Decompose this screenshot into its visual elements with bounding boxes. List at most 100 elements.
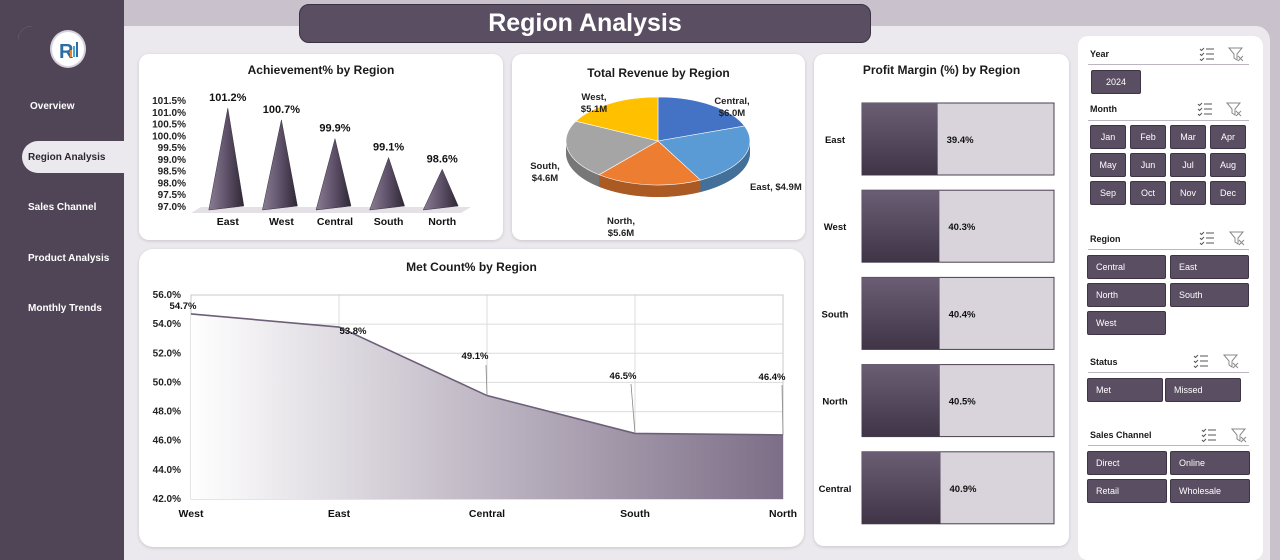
page-title: Region Analysis [488, 9, 682, 37]
multi-select-icon[interactable] [1193, 354, 1209, 371]
channel-option[interactable]: Direct [1087, 451, 1167, 475]
data-label: 40.4% [949, 309, 976, 320]
nav-overview[interactable]: Overview [30, 101, 75, 112]
region-option[interactable]: North [1087, 283, 1166, 307]
month-option[interactable]: Sep [1090, 181, 1126, 205]
clear-filter-icon[interactable] [1222, 354, 1239, 372]
multi-select-icon[interactable] [1201, 428, 1217, 445]
region-option[interactable]: East [1170, 255, 1249, 279]
multi-select-icon[interactable] [1199, 47, 1215, 64]
leader-line [630, 383, 636, 434]
nav-sales-channel[interactable]: Sales Channel [28, 202, 97, 213]
month-option[interactable]: May [1090, 153, 1126, 177]
pie-slice [657, 125, 751, 181]
x-tick-label: North [428, 216, 456, 228]
month-option[interactable]: Jul [1170, 153, 1206, 177]
rk-logo-icon: R [50, 30, 86, 68]
month-slicer-label: Month [1090, 104, 1117, 114]
cone-bar [369, 156, 405, 211]
x-tick-label: West [269, 216, 294, 228]
pie-slice [598, 140, 702, 186]
multi-select-icon[interactable] [1197, 102, 1213, 119]
pie-slice [575, 96, 659, 142]
nav-active-highlight [22, 141, 124, 173]
revenue-chart-card: Total Revenue by Region West, $5.1M Centra… [512, 54, 805, 240]
month-option[interactable]: Dec [1210, 181, 1246, 205]
bar-fill [862, 190, 940, 263]
x-tick-label: East [328, 508, 351, 520]
y-tick-label: 54.0% [153, 319, 181, 330]
nav-product-analysis[interactable]: Product Analysis [28, 253, 110, 264]
profit-margin-chart-title: Profit Margin (%) by Region [862, 63, 1021, 77]
met-count-chart-title: Met Count% by Region [406, 260, 537, 274]
data-label: 49.1% [462, 351, 489, 362]
pie-data-label: West, [581, 92, 606, 103]
data-label: 101.2% [209, 92, 247, 104]
y-tick-label: 56.0% [153, 290, 181, 301]
status-option[interactable]: Met [1087, 378, 1163, 402]
region-option[interactable]: South [1170, 283, 1249, 307]
channel-option[interactable]: Wholesale [1170, 479, 1250, 503]
month-option[interactable]: Apr [1210, 125, 1246, 149]
data-label: 40.5% [949, 397, 976, 408]
y-tick-label: 100.5% [152, 120, 186, 131]
pie-data-label: East, $4.9M [750, 182, 802, 193]
revenue-chart-title: Total Revenue by Region [587, 66, 730, 80]
area-fill [191, 313, 783, 499]
month-option[interactable]: Feb [1130, 125, 1166, 149]
year-option[interactable]: 2024 [1091, 70, 1141, 94]
clear-filter-icon[interactable] [1225, 102, 1242, 120]
divider [1088, 445, 1249, 446]
clear-filter-icon[interactable] [1230, 428, 1247, 446]
divider [1088, 372, 1249, 373]
y-tick-label: 99.5% [158, 143, 186, 154]
y-tick-label: 52.0% [153, 348, 181, 359]
divider [1088, 249, 1249, 250]
y-tick-label: 99.0% [158, 155, 186, 166]
status-option[interactable]: Missed [1165, 378, 1241, 402]
nav-region-analysis[interactable]: Region Analysis [28, 152, 106, 163]
met-count-chart-card: Met Count% by Region 42.0% 44.0% 46.0% 48.0… [139, 249, 804, 547]
month-option[interactable]: Oct [1130, 181, 1166, 205]
pie-data-label: $5.6M [608, 228, 634, 239]
data-label: 99.1% [373, 142, 404, 154]
channel-option[interactable]: Online [1170, 451, 1250, 475]
channel-slicer-label: Sales Channel [1090, 430, 1152, 440]
profit-margin-chart-card: Profit Margin (%) by Region East 39.4% Wes… [814, 54, 1069, 546]
pie-data-label: Central, [714, 96, 749, 107]
clear-filter-icon[interactable] [1228, 231, 1245, 249]
data-label: 98.6% [427, 153, 458, 165]
month-option[interactable]: Nov [1170, 181, 1206, 205]
data-label: 46.4% [759, 372, 786, 383]
nav-monthly-trends[interactable]: Monthly Trends [28, 303, 102, 314]
x-tick-label: West [179, 508, 204, 520]
pie-data-label: $4.6M [532, 173, 558, 184]
month-option[interactable]: Jun [1130, 153, 1166, 177]
data-label: 53.8% [340, 326, 367, 337]
data-label: 46.5% [610, 371, 637, 382]
month-option[interactable]: Aug [1210, 153, 1246, 177]
cone-bar [262, 119, 298, 211]
category-label: Central [819, 484, 852, 495]
data-label: 99.9% [319, 123, 350, 135]
channel-option[interactable]: Retail [1087, 479, 1167, 503]
y-tick-label: 48.0% [153, 407, 181, 418]
cone-bar [315, 138, 352, 211]
region-option[interactable]: West [1087, 311, 1166, 335]
pie-slice-side [700, 141, 750, 193]
chart-floor [191, 207, 471, 213]
x-tick-label: East [217, 216, 240, 228]
clear-filter-icon[interactable] [1227, 47, 1244, 65]
bar-fill [862, 277, 940, 350]
region-option[interactable]: Central [1087, 255, 1166, 279]
met-count-area-chart: 42.0% 44.0% 46.0% 48.0% 50.0% 52.0% 54.0% 56.0%… [153, 290, 797, 520]
month-option[interactable]: Jan [1090, 125, 1126, 149]
pie-data-label: $5.1M [581, 104, 607, 115]
month-option[interactable]: Mar [1170, 125, 1206, 149]
data-label: 40.9% [950, 484, 977, 495]
data-label: 100.7% [263, 104, 301, 116]
y-tick-label: 44.0% [153, 465, 181, 476]
multi-select-icon[interactable] [1199, 231, 1215, 248]
divider [1088, 120, 1249, 121]
x-tick-label: South [620, 508, 650, 520]
